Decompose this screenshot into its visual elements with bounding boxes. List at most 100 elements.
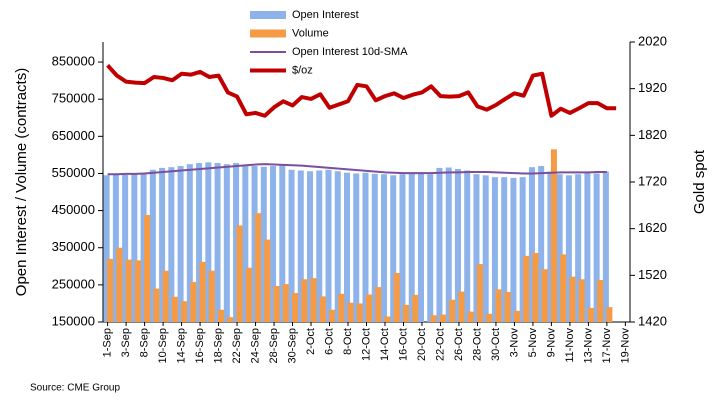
- y-tick-label: 450000: [52, 202, 95, 217]
- y-tick-label: 850000: [52, 53, 95, 68]
- legend-label: Open Interest: [292, 9, 359, 21]
- bar: [245, 267, 252, 322]
- bar: [473, 174, 480, 322]
- y-tick-label: 550000: [52, 165, 95, 180]
- bar: [390, 175, 397, 322]
- bar: [408, 173, 415, 322]
- bar: [399, 174, 406, 322]
- bar: [476, 264, 483, 322]
- bar: [587, 307, 594, 322]
- x-tick-label: 8-Oct: [342, 328, 354, 355]
- bar: [371, 173, 378, 322]
- bar: [393, 272, 400, 322]
- bar: [329, 309, 336, 322]
- bar: [205, 162, 212, 322]
- bar: [565, 175, 572, 322]
- x-tick-label: 14-Sep: [175, 328, 187, 363]
- bar: [196, 163, 203, 322]
- bar: [519, 177, 526, 322]
- x-tick-label: 12-Oct: [360, 328, 372, 361]
- bar: [597, 280, 604, 322]
- bar: [233, 163, 240, 322]
- x-tick-label: 30-Oct: [490, 328, 502, 361]
- bar: [168, 167, 175, 322]
- bar: [316, 170, 323, 322]
- x-tick-label: 22-Oct: [434, 328, 446, 361]
- bar: [242, 165, 249, 322]
- bar: [260, 166, 267, 322]
- x-tick-label: 17-Nov: [601, 328, 613, 364]
- bar: [375, 287, 382, 322]
- bar: [569, 276, 576, 322]
- y-tick-label: 150000: [52, 313, 95, 328]
- bar: [103, 175, 110, 322]
- legend-label: Volume: [292, 27, 329, 39]
- bar: [556, 174, 563, 322]
- y-axis-title: Open Interest / Volume (contracts): [13, 68, 30, 296]
- sma-line: [107, 163, 607, 176]
- x-tick-label: 16-Sep: [194, 328, 206, 363]
- bar: [144, 215, 151, 322]
- y2-tick-label: 1720: [638, 173, 667, 188]
- bar: [384, 316, 391, 322]
- x-tick-label: 6-Oct: [323, 328, 335, 355]
- x-tick-label: 1-Sep: [102, 328, 114, 357]
- bar: [593, 173, 600, 322]
- bar: [482, 175, 489, 322]
- y2-axis-title: Gold spot: [691, 149, 708, 214]
- bar: [458, 291, 465, 322]
- bar: [177, 166, 184, 322]
- x-tick-label: 3-Nov: [508, 328, 520, 358]
- bar: [181, 301, 188, 322]
- y2-tick-label: 1420: [638, 313, 667, 328]
- bar: [270, 166, 277, 322]
- bar: [550, 149, 557, 322]
- bar: [606, 307, 613, 322]
- bar: [131, 174, 138, 322]
- bar: [528, 167, 535, 322]
- x-tick-label: 24-Sep: [249, 328, 261, 363]
- bar: [153, 288, 160, 322]
- bar: [436, 167, 443, 322]
- bar: [199, 261, 206, 322]
- bar: [301, 279, 308, 322]
- bar: [319, 296, 326, 322]
- bar: [454, 169, 461, 322]
- bar: [486, 313, 493, 322]
- bar: [532, 252, 539, 322]
- legend-swatch: [250, 11, 286, 19]
- bar: [223, 164, 230, 322]
- bar: [227, 317, 234, 322]
- bar: [467, 311, 474, 322]
- bar: [402, 304, 409, 322]
- bar: [578, 279, 585, 322]
- x-tick-label: 10-Sep: [157, 328, 169, 363]
- bar: [255, 213, 262, 322]
- x-tick-label: 5-Nov: [527, 328, 539, 358]
- bar: [208, 270, 215, 322]
- bar: [464, 170, 471, 322]
- bar: [445, 167, 452, 322]
- bar: [584, 172, 591, 322]
- y-tick-label: 650000: [52, 128, 95, 143]
- y2-tick-label: 2020: [638, 33, 667, 48]
- bar: [171, 296, 178, 322]
- bar: [366, 294, 372, 322]
- bar: [307, 171, 314, 322]
- bar: [501, 177, 508, 322]
- source: Source: CME Group: [30, 383, 120, 394]
- legend-label: $/oz: [292, 64, 313, 76]
- bar: [356, 303, 363, 322]
- x-tick-label: 2-Oct: [305, 328, 317, 355]
- x-tick-label: 18-Sep: [212, 328, 224, 363]
- bar: [190, 281, 197, 322]
- bar: [236, 225, 243, 322]
- bar: [149, 169, 156, 322]
- bar: [297, 170, 304, 322]
- bar: [159, 167, 166, 322]
- bar: [251, 166, 258, 322]
- x-tick-label: 26-Oct: [453, 328, 465, 361]
- bar: [449, 299, 456, 322]
- bar: [495, 289, 502, 322]
- x-tick-label: 3-Sep: [120, 328, 132, 357]
